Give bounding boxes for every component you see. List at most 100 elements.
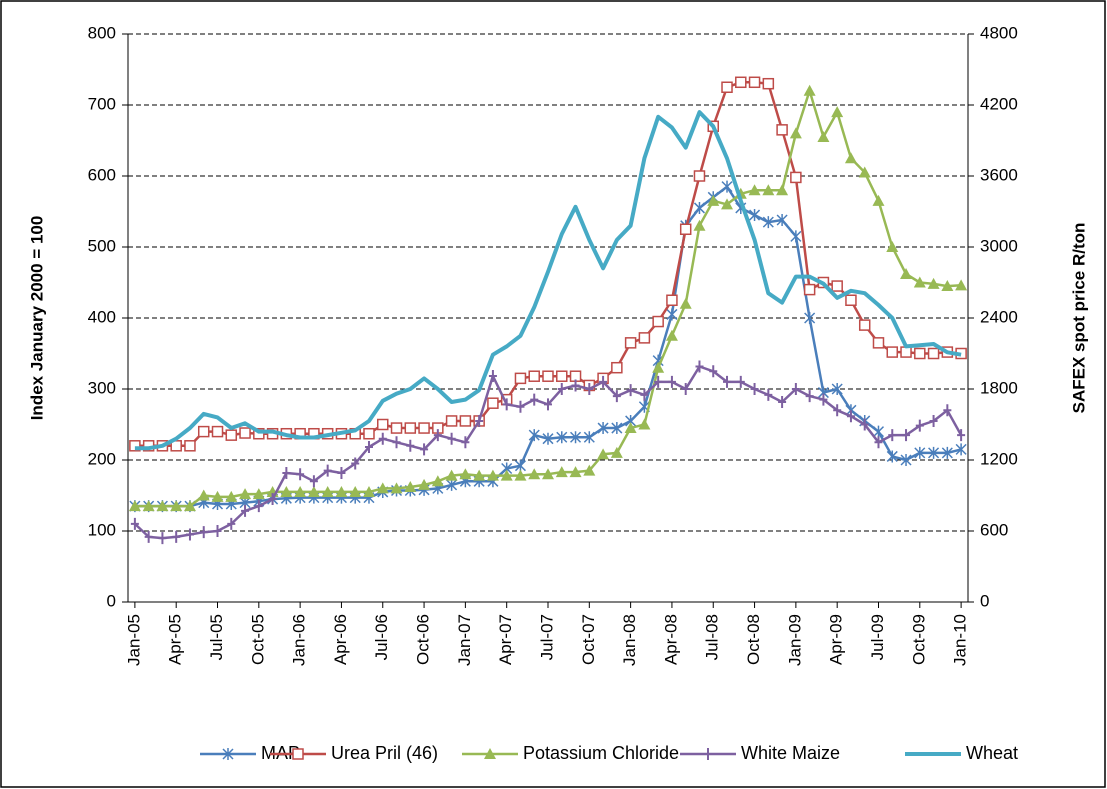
marker — [211, 490, 224, 502]
marker — [227, 517, 236, 530]
marker — [170, 500, 183, 512]
marker — [599, 375, 608, 388]
marker — [886, 450, 898, 463]
marker — [846, 410, 855, 423]
marker — [900, 267, 913, 279]
marker — [128, 500, 141, 512]
marker — [803, 283, 816, 296]
marker — [941, 446, 953, 459]
marker — [349, 485, 362, 497]
marker — [225, 429, 238, 441]
legend-marker — [704, 748, 712, 760]
marker — [666, 308, 678, 321]
marker — [831, 383, 843, 395]
marker — [638, 418, 651, 430]
marker — [129, 440, 141, 452]
marker — [790, 230, 802, 243]
x-tick-label: Oct-06 — [414, 614, 433, 665]
marker — [624, 337, 637, 349]
x-tick-label: Jan-09 — [785, 614, 804, 666]
marker — [844, 152, 857, 164]
marker — [805, 390, 814, 403]
marker — [749, 209, 761, 222]
marker — [447, 432, 456, 445]
marker — [612, 390, 621, 403]
marker — [431, 475, 444, 487]
marker — [211, 425, 224, 438]
marker — [197, 425, 210, 438]
marker — [831, 280, 843, 292]
x-tick-label: Apr-06 — [331, 614, 350, 665]
marker — [611, 361, 623, 374]
marker — [748, 184, 761, 196]
marker — [335, 485, 348, 497]
marker — [681, 383, 690, 395]
marker — [268, 493, 277, 506]
marker — [941, 280, 954, 292]
marker — [679, 297, 692, 309]
marker — [750, 383, 759, 395]
marker — [459, 415, 472, 427]
x-tick-label: Apr-05 — [166, 614, 185, 665]
marker — [323, 464, 332, 477]
marker — [638, 332, 651, 344]
marker — [488, 369, 497, 382]
legend-marker — [484, 748, 496, 759]
marker — [404, 480, 417, 492]
marker — [735, 76, 747, 89]
y-tick-label: 700 — [88, 94, 116, 113]
y-tick-label: 0 — [107, 591, 116, 610]
marker — [955, 443, 967, 456]
marker — [858, 166, 871, 178]
marker — [570, 431, 582, 444]
marker — [475, 414, 484, 427]
y-tick-label: 100 — [88, 520, 116, 539]
marker — [914, 347, 926, 360]
marker — [695, 360, 704, 373]
marker — [445, 415, 458, 427]
marker — [665, 329, 678, 341]
series-line — [134, 110, 962, 451]
marker — [282, 467, 291, 480]
marker — [363, 427, 375, 440]
marker — [611, 422, 623, 435]
legend-marker — [292, 748, 304, 760]
marker — [764, 388, 773, 401]
marker — [542, 370, 554, 382]
marker — [487, 397, 499, 409]
marker — [296, 468, 305, 481]
marker — [597, 448, 610, 460]
marker — [364, 440, 373, 453]
marker — [900, 346, 912, 358]
marker — [886, 346, 899, 358]
marker — [571, 379, 580, 392]
marker — [833, 404, 842, 417]
marker — [776, 124, 788, 136]
marker — [252, 488, 265, 500]
marker — [184, 440, 196, 452]
marker — [858, 319, 871, 331]
x-tick-label: Jan-10 — [951, 614, 970, 666]
x-tick-label: Oct-07 — [579, 614, 598, 665]
marker — [721, 180, 733, 193]
marker — [569, 466, 582, 478]
x-tick-label: Jul-05 — [207, 614, 226, 660]
marker — [666, 294, 678, 306]
marker — [420, 443, 429, 456]
marker — [709, 365, 718, 378]
marker — [556, 431, 568, 444]
marker — [914, 446, 926, 459]
marker — [943, 404, 952, 417]
marker — [446, 478, 458, 491]
marker — [929, 414, 938, 427]
marker — [433, 429, 442, 442]
marker — [790, 171, 802, 184]
x-tick-label: Jul-07 — [537, 614, 556, 660]
marker — [406, 439, 415, 452]
x-tick-label: Oct-05 — [248, 614, 267, 665]
y-tick-label: 600 — [88, 165, 116, 184]
marker — [955, 279, 968, 291]
marker — [748, 76, 761, 89]
x-tick-label: Jan-07 — [455, 614, 474, 666]
